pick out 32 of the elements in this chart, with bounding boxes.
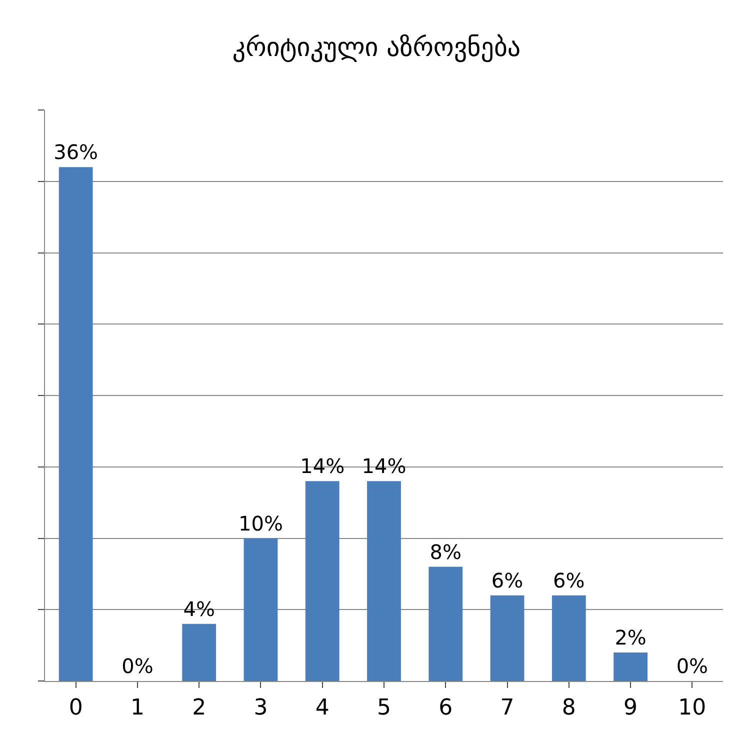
bar <box>182 624 216 681</box>
x-tick-label: 4 <box>315 695 330 720</box>
data-label: 2% <box>614 625 646 650</box>
x-tick-label: 2 <box>192 695 206 720</box>
bar <box>58 167 93 681</box>
chart-title: კრიტიკული აზროვნება <box>232 32 521 63</box>
bar <box>490 595 524 681</box>
data-label: 8% <box>430 540 462 564</box>
data-label: 4% <box>183 596 215 621</box>
bar <box>428 566 463 681</box>
x-tick-label: 1 <box>130 695 144 720</box>
x-tick-label: 5 <box>377 695 391 720</box>
data-label: 14% <box>362 454 406 478</box>
data-label: 10% <box>238 511 283 536</box>
data-label: 0% <box>122 654 154 678</box>
x-tick-label: 0 <box>68 695 83 720</box>
x-tick-label: 8 <box>562 695 576 720</box>
bar <box>244 538 278 681</box>
data-label: 0% <box>676 654 708 678</box>
bar <box>367 481 401 681</box>
x-tick-label: 7 <box>500 695 514 720</box>
bar <box>305 481 340 681</box>
x-tick-label: 9 <box>624 695 638 720</box>
data-label: 6% <box>553 568 585 592</box>
bar <box>614 652 648 681</box>
x-tick-label: 3 <box>254 695 268 720</box>
data-label: 14% <box>300 454 345 478</box>
x-tick-label: 10 <box>678 695 706 720</box>
data-label: 6% <box>491 568 524 592</box>
data-label: 36% <box>54 140 98 164</box>
x-tick-label: 6 <box>438 695 453 720</box>
bar <box>552 595 586 681</box>
